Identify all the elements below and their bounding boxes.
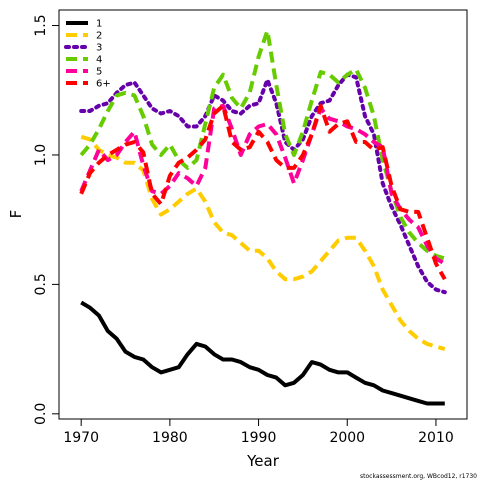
x-tick-label: 1970 <box>63 430 99 446</box>
legend-label: 5 <box>96 67 102 78</box>
footer-credit: stockassessment.org, WBcod12, r1730 <box>360 473 477 480</box>
legend-label: 3 <box>96 43 102 54</box>
y-tick-label: 0.5 <box>33 273 49 295</box>
y-axis-label: F <box>7 210 25 219</box>
legend-label: 1 <box>96 19 102 30</box>
x-tick-label: 1990 <box>241 430 277 446</box>
y-axis: 0.0 0.5 1.0 1.5 <box>33 14 59 425</box>
series-line-3 <box>79 72 447 295</box>
series-line-6plus <box>79 103 447 281</box>
series-line-1 <box>80 300 445 406</box>
x-tick-label: 1980 <box>152 430 188 446</box>
legend-label: 4 <box>96 55 102 66</box>
legend-label: 2 <box>96 31 102 42</box>
series-line-4 <box>79 28 446 261</box>
series-line-2 <box>80 134 446 352</box>
x-axis: 1970 1980 1990 2000 2010 <box>63 419 454 446</box>
plot-frame <box>58 9 468 420</box>
x-tick-label: 2010 <box>418 430 454 446</box>
series-line-5 <box>79 103 446 266</box>
legend-label: 6+ <box>96 79 111 90</box>
y-tick-label: 0.0 <box>33 403 49 425</box>
y-tick-label: 1.0 <box>33 144 49 166</box>
x-tick-label: 2000 <box>329 430 365 446</box>
y-tick-label: 1.5 <box>33 14 49 36</box>
series-layer <box>79 28 447 406</box>
x-axis-label: Year <box>246 452 280 470</box>
